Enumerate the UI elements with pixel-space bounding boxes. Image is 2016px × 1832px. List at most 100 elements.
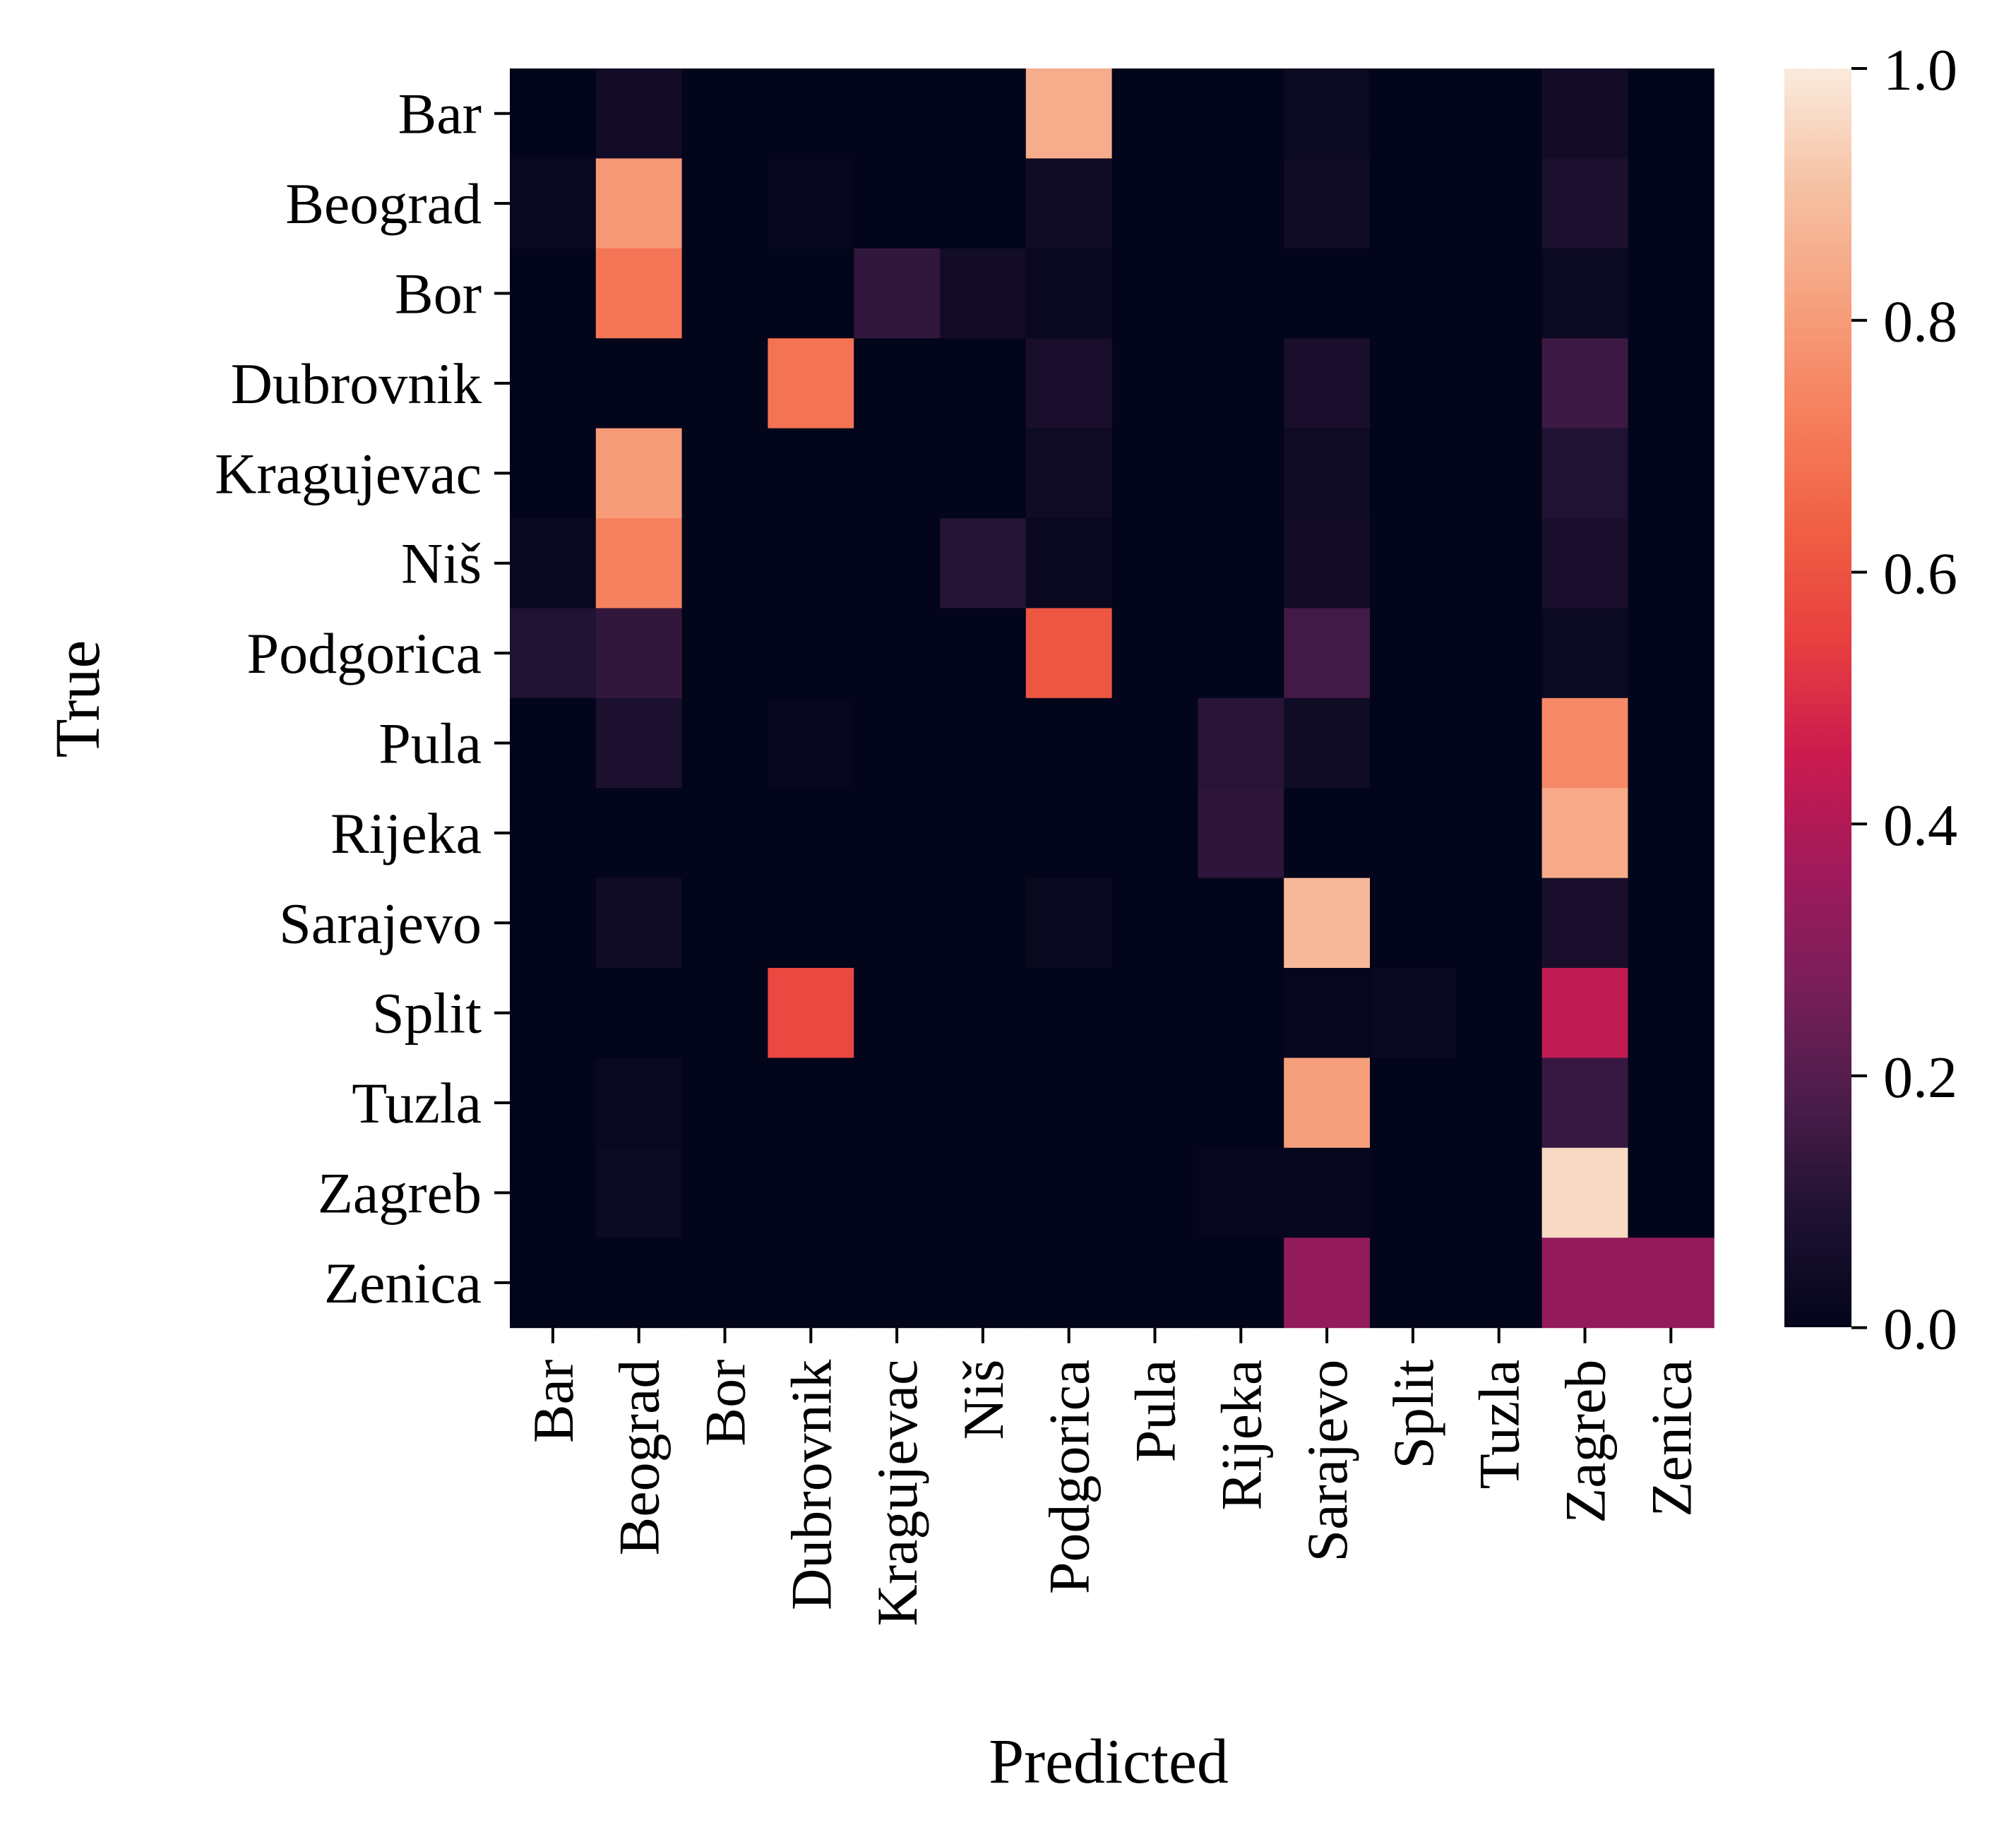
heatmap-cell (1025, 428, 1113, 519)
heatmap-cell (1025, 518, 1113, 609)
heatmap-cell (1111, 158, 1198, 249)
colorbar-tick-label: 1.0 (1883, 37, 1957, 103)
y-tick-label: Kragujevac (215, 441, 482, 505)
heatmap-cell (1284, 1147, 1371, 1238)
heatmap-cell (510, 1147, 597, 1238)
heatmap-cell (595, 788, 683, 879)
heatmap-cell (1111, 248, 1198, 339)
heatmap-cell (1541, 698, 1628, 789)
colorbar-ticks: 0.0 0.2 0.4 0.6 0.8 1.0 (1851, 37, 1957, 1363)
heatmap-cell (1370, 158, 1457, 249)
heatmap-cell (1111, 788, 1198, 879)
heatmap-cell (510, 68, 597, 159)
heatmap-cell (940, 1238, 1027, 1329)
colorbar (1784, 68, 1851, 1327)
heatmap-cell (510, 158, 597, 249)
heatmap-cell (854, 248, 941, 339)
heatmap-cell (595, 698, 683, 789)
heatmap-cell (940, 698, 1027, 789)
x-tick-label: Dubrovnik (779, 1360, 843, 1610)
heatmap-cell (1541, 1058, 1628, 1149)
heatmap-cell (1284, 698, 1371, 789)
heatmap-cell (1370, 878, 1457, 969)
heatmap-cell (1628, 1147, 1714, 1238)
x-tick-label: Sarajevo (1295, 1360, 1359, 1562)
y-tick-label: Split (372, 981, 482, 1046)
heatmap-cell (1198, 878, 1284, 969)
heatmap-cell (1541, 158, 1628, 249)
heatmap-cell (1284, 248, 1371, 339)
x-tick-label: Podgorica (1037, 1360, 1102, 1594)
heatmap-cell (1628, 428, 1714, 519)
heatmap-cell (1628, 788, 1714, 879)
x-tick-label: Kragujevac (865, 1360, 929, 1627)
heatmap-cell (1025, 968, 1113, 1058)
x-tick-label: Pula (1123, 1360, 1188, 1463)
heatmap-cell (768, 158, 854, 249)
heatmap-cell (768, 1058, 854, 1149)
heatmap-cell (1541, 1147, 1628, 1238)
heatmap-cell (1025, 158, 1113, 249)
heatmap-cell (1370, 1238, 1457, 1329)
heatmap-cell (510, 698, 597, 789)
heatmap-cell (681, 1147, 768, 1238)
heatmap-cell (1370, 68, 1457, 159)
heatmap-cell (1198, 1058, 1284, 1149)
y-tick-label: Dubrovnik (231, 352, 482, 416)
heatmap-cell (681, 698, 768, 789)
heatmap-cell (1455, 968, 1543, 1058)
heatmap-cell (1455, 518, 1543, 609)
heatmap-cell (1111, 968, 1198, 1058)
heatmap-cell (1284, 788, 1371, 879)
heatmap-cell (1370, 518, 1457, 609)
heatmap-cell (681, 788, 768, 879)
heatmap-cell (595, 338, 683, 429)
heatmap-cell (1455, 878, 1543, 969)
x-tick-label: Niš (951, 1360, 1015, 1440)
x-tick-label: Zenica (1639, 1360, 1703, 1517)
heatmap-cell (854, 878, 941, 969)
heatmap-cell (1198, 248, 1284, 339)
heatmap-cell (1284, 158, 1371, 249)
heatmap-cell (681, 1058, 768, 1149)
heatmap-cell (595, 428, 683, 519)
heatmap-cell (595, 878, 683, 969)
heatmap-cell (510, 1238, 597, 1329)
heatmap-cell (940, 608, 1027, 699)
heatmap-cell (1111, 518, 1198, 609)
heatmap-cell (595, 68, 683, 159)
heatmap-cell (1370, 608, 1457, 699)
heatmap-cell (1025, 878, 1113, 969)
x-tick-label: Bor (693, 1360, 758, 1447)
heatmap-cell (854, 968, 941, 1058)
heatmap-cell (1455, 788, 1543, 879)
heatmap-cell (1111, 68, 1198, 159)
heatmap-cell (1284, 878, 1371, 969)
heatmap-cell (768, 518, 854, 609)
x-tick-label: Split (1381, 1359, 1445, 1468)
heatmap-cell (1628, 608, 1714, 699)
heatmap-cell (854, 788, 941, 879)
heatmap-cell (940, 158, 1027, 249)
heatmap-cell (510, 428, 597, 519)
heatmap-cell (940, 1058, 1027, 1149)
heatmap-cell (1541, 338, 1628, 429)
heatmap-cell (510, 608, 597, 699)
y-tick-label: Sarajevo (279, 891, 482, 955)
heatmap-cell (1628, 968, 1714, 1058)
heatmap-cell (1111, 878, 1198, 969)
heatmap-cell (1025, 608, 1113, 699)
heatmap-cell (1284, 968, 1371, 1058)
heatmap-cell (940, 338, 1027, 429)
y-tick-label: Niš (401, 532, 482, 596)
x-tick-label: Tuzla (1467, 1360, 1532, 1490)
y-tick-label: Bar (398, 82, 482, 146)
heatmap-cell (1455, 1238, 1543, 1329)
heatmap-cell (681, 878, 768, 969)
heatmap-cell (768, 698, 854, 789)
heatmap-cell (1198, 1147, 1284, 1238)
heatmap-cell (510, 518, 597, 609)
heatmap-cell (595, 158, 683, 249)
heatmap-cell (768, 248, 854, 339)
heatmap-cell (510, 878, 597, 969)
